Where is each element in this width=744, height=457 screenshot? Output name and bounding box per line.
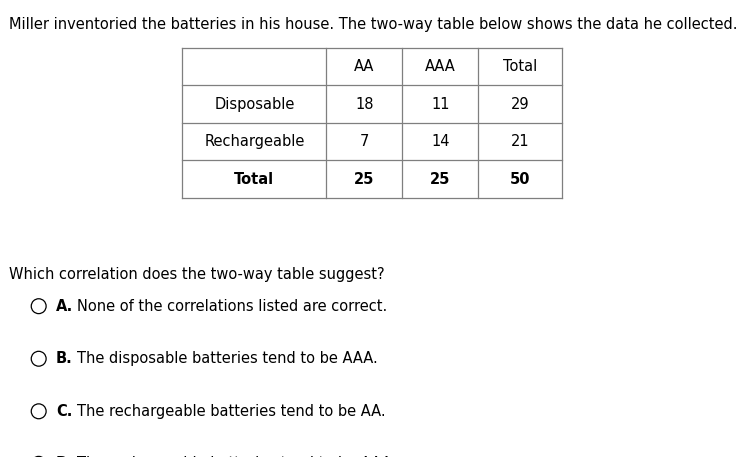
Text: 21: 21 [510,134,529,149]
Text: 18: 18 [355,97,373,112]
Text: Disposable: Disposable [214,97,295,112]
Text: 11: 11 [431,97,449,112]
Text: 25: 25 [354,172,374,186]
Text: A.: A. [56,299,73,314]
Text: None of the correlations listed are correct.: None of the correlations listed are corr… [77,299,387,314]
Text: Which correlation does the two-way table suggest?: Which correlation does the two-way table… [9,267,385,282]
Text: The disposable batteries tend to be AAA.: The disposable batteries tend to be AAA. [77,351,377,366]
Text: 7: 7 [359,134,369,149]
Text: 25: 25 [430,172,450,186]
Text: 50: 50 [510,172,530,186]
Text: C.: C. [56,404,72,419]
Text: 14: 14 [431,134,449,149]
Text: The rechargeable batteries tend to be AA.: The rechargeable batteries tend to be AA… [77,404,385,419]
Text: AA: AA [354,59,374,74]
Text: Total: Total [503,59,537,74]
Text: B.: B. [56,351,73,366]
Text: AAA: AAA [425,59,455,74]
Text: Rechargeable: Rechargeable [204,134,304,149]
Text: Total: Total [234,172,275,186]
Text: Miller inventoried the batteries in his house. The two-way table below shows the: Miller inventoried the batteries in his … [9,17,737,32]
Text: 29: 29 [510,97,529,112]
